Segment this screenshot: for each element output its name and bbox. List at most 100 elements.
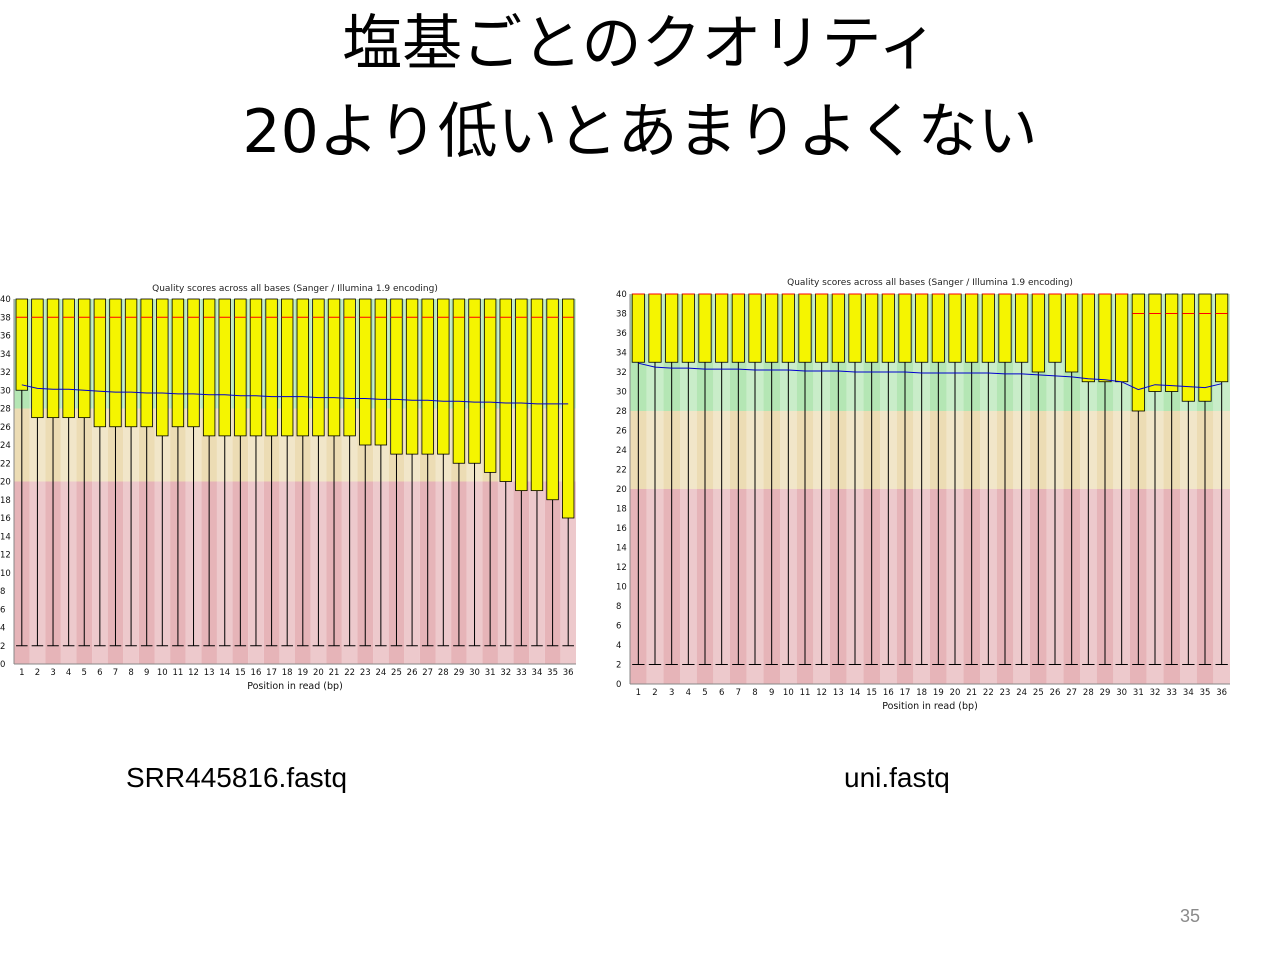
quality-box xyxy=(1148,293,1162,392)
x-tick-label: 14 xyxy=(850,688,861,698)
y-tick-label: 34 xyxy=(616,349,627,359)
x-tick-label: 13 xyxy=(204,668,215,678)
quality-box xyxy=(390,298,403,455)
x-tick-label: 34 xyxy=(532,668,543,678)
x-tick-label: 2 xyxy=(652,688,657,698)
x-tick-label: 11 xyxy=(800,688,811,698)
x-tick-label: 15 xyxy=(866,688,877,698)
x-tick-label: 15 xyxy=(235,668,246,678)
y-tick-label: 28 xyxy=(0,405,11,415)
x-tick-label: 19 xyxy=(297,668,308,678)
y-tick-label: 6 xyxy=(0,605,5,615)
x-tick-label: 22 xyxy=(344,668,355,678)
quality-box xyxy=(1048,293,1062,363)
page-number: 35 xyxy=(1180,906,1201,926)
y-tick-label: 4 xyxy=(616,641,621,651)
x-tick-label: 24 xyxy=(1016,688,1027,698)
x-tick-label: 3 xyxy=(50,668,55,678)
x-tick-label: 36 xyxy=(1216,688,1227,698)
quality-box xyxy=(249,298,263,437)
quality-box xyxy=(1081,293,1095,383)
x-tick-label: 9 xyxy=(769,688,774,698)
y-tick-label: 22 xyxy=(0,459,11,469)
y-tick-label: 26 xyxy=(0,423,11,433)
x-tick-label: 13 xyxy=(833,688,844,698)
x-tick-label: 1 xyxy=(636,688,641,698)
x-tick-label: 20 xyxy=(950,688,961,698)
quality-box xyxy=(343,298,356,437)
quality-box xyxy=(530,298,544,492)
x-tick-label: 32 xyxy=(500,668,511,678)
y-tick-label: 22 xyxy=(616,466,627,476)
x-tick-label: 28 xyxy=(438,668,449,678)
quality-box xyxy=(46,298,60,419)
quality-box xyxy=(296,298,309,437)
quality-box xyxy=(437,298,450,455)
x-tick-label: 17 xyxy=(266,668,277,678)
x-tick-label: 31 xyxy=(485,668,496,678)
quality-box xyxy=(681,293,695,363)
x-tick-label: 19 xyxy=(933,688,944,698)
quality-box xyxy=(483,298,497,473)
quality-box xyxy=(234,298,247,437)
x-tick-label: 29 xyxy=(454,668,465,678)
x-tick-label: 30 xyxy=(1116,688,1127,698)
x-tick-label: 8 xyxy=(752,688,757,698)
y-tick-label: 8 xyxy=(616,602,621,612)
x-tick-label: 33 xyxy=(1166,688,1177,698)
x-tick-label: 34 xyxy=(1183,688,1194,698)
quality-box xyxy=(156,298,169,437)
quality-box xyxy=(998,293,1012,363)
quality-box xyxy=(15,298,28,391)
quality-box xyxy=(562,298,575,519)
y-tick-label: 38 xyxy=(616,310,627,320)
x-tick-label: 23 xyxy=(1000,688,1011,698)
quality-box xyxy=(187,298,200,428)
quality-box xyxy=(140,298,153,428)
quality-box xyxy=(374,298,388,446)
quality-box xyxy=(1015,293,1029,363)
quality-box xyxy=(1131,293,1145,412)
slide-title-line-2: 20より低いとあまりよくない xyxy=(242,97,1038,167)
quality-box xyxy=(631,293,645,363)
x-tick-label: 29 xyxy=(1100,688,1111,698)
x-tick-label: 16 xyxy=(883,688,894,698)
x-tick-label: 21 xyxy=(966,688,977,698)
x-tick-label: 22 xyxy=(983,688,994,698)
quality-box xyxy=(865,293,879,363)
x-tick-label: 24 xyxy=(375,668,386,678)
quality-box xyxy=(698,293,712,363)
y-tick-label: 40 xyxy=(616,290,627,300)
x-tick-label: 31 xyxy=(1133,688,1144,698)
y-tick-label: 40 xyxy=(0,295,11,305)
x-tick-label: 5 xyxy=(82,668,87,678)
y-tick-label: 0 xyxy=(0,660,5,670)
quality-box xyxy=(1198,293,1212,402)
y-tick-label: 32 xyxy=(616,368,627,378)
quality-box xyxy=(202,298,216,437)
y-tick-label: 28 xyxy=(616,407,627,417)
y-tick-label: 16 xyxy=(0,514,11,524)
x-tick-label: 5 xyxy=(702,688,707,698)
y-tick-label: 20 xyxy=(616,485,627,495)
y-tick-label: 24 xyxy=(616,446,627,456)
x-tick-label: 9 xyxy=(144,668,149,678)
y-tick-label: 14 xyxy=(0,532,11,542)
y-tick-label: 30 xyxy=(616,388,627,398)
x-tick-label: 16 xyxy=(251,668,262,678)
y-tick-label: 30 xyxy=(0,386,11,396)
y-tick-label: 36 xyxy=(0,332,11,342)
y-tick-label: 32 xyxy=(0,368,11,378)
x-tick-label: 21 xyxy=(329,668,340,678)
quality-box xyxy=(1065,293,1079,373)
quality-box xyxy=(421,298,434,455)
y-tick-label: 2 xyxy=(0,642,5,652)
x-tick-label: 28 xyxy=(1083,688,1094,698)
quality-box xyxy=(546,298,559,501)
quality-box xyxy=(1181,293,1195,402)
quality-box xyxy=(109,298,122,428)
x-tick-label: 12 xyxy=(188,668,199,678)
quality-box xyxy=(62,298,75,419)
quality-box xyxy=(848,293,862,363)
y-tick-label: 8 xyxy=(0,587,5,597)
